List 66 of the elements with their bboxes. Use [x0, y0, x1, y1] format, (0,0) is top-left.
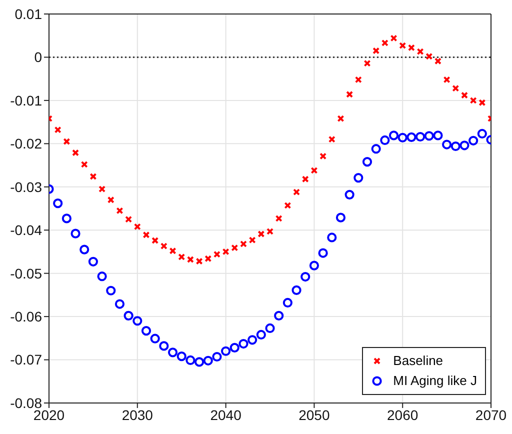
point [318, 248, 328, 258]
point [371, 144, 381, 154]
point [186, 355, 196, 366]
point [221, 346, 231, 356]
point [88, 256, 98, 266]
legend-label: Baseline [393, 352, 444, 370]
y-tick-label: -0.07 [10, 352, 42, 368]
point [433, 130, 443, 140]
point [282, 298, 292, 308]
x-tick-label: 2040 [210, 406, 242, 423]
point [460, 140, 470, 150]
point [274, 310, 284, 320]
point [362, 157, 372, 167]
y-tick-label: -0.04 [10, 222, 42, 238]
point [159, 341, 169, 351]
point [406, 132, 416, 142]
point [344, 190, 354, 200]
x-tick-label: 2060 [387, 406, 418, 423]
point [62, 214, 72, 224]
point [300, 272, 310, 282]
point [398, 132, 408, 142]
point [336, 212, 346, 222]
point [97, 272, 107, 282]
point [256, 330, 266, 340]
point [150, 334, 160, 344]
point [194, 357, 204, 367]
y-tick-label: -0.03 [10, 178, 42, 195]
point [292, 285, 302, 295]
point [424, 131, 434, 141]
point [415, 132, 426, 142]
legend-label: MI Aging like J [393, 372, 477, 390]
point [354, 173, 364, 183]
point [380, 135, 390, 146]
point [468, 136, 478, 146]
point [132, 316, 142, 326]
point [230, 342, 240, 352]
y-tick-label: -0.02 [10, 136, 42, 152]
point [114, 299, 125, 309]
x-tick-label: 2070 [475, 406, 507, 423]
point [212, 352, 222, 362]
x-tick-label: 2050 [298, 406, 330, 423]
y-tick-label: 0.01 [14, 6, 42, 22]
x-tick-label: 2030 [122, 406, 154, 423]
point [203, 356, 213, 366]
point [388, 130, 399, 140]
y-tick-label: -0.05 [10, 265, 42, 282]
y-tick-label: -0.01 [10, 92, 42, 108]
point [248, 335, 258, 345]
point [309, 260, 319, 270]
point [80, 244, 90, 254]
point [106, 286, 116, 296]
point [124, 310, 134, 320]
y-tick-label: -0.08 [10, 394, 42, 411]
point [450, 141, 460, 152]
point [168, 348, 178, 358]
point [141, 326, 152, 336]
y-tick-label: -0.06 [10, 308, 42, 325]
point [53, 198, 63, 208]
point [70, 228, 80, 238]
point [176, 352, 186, 362]
point [442, 140, 452, 150]
point [327, 232, 337, 242]
point [265, 323, 275, 334]
y-tick-label: 0 [34, 49, 42, 66]
point [238, 338, 248, 349]
point [477, 128, 487, 139]
